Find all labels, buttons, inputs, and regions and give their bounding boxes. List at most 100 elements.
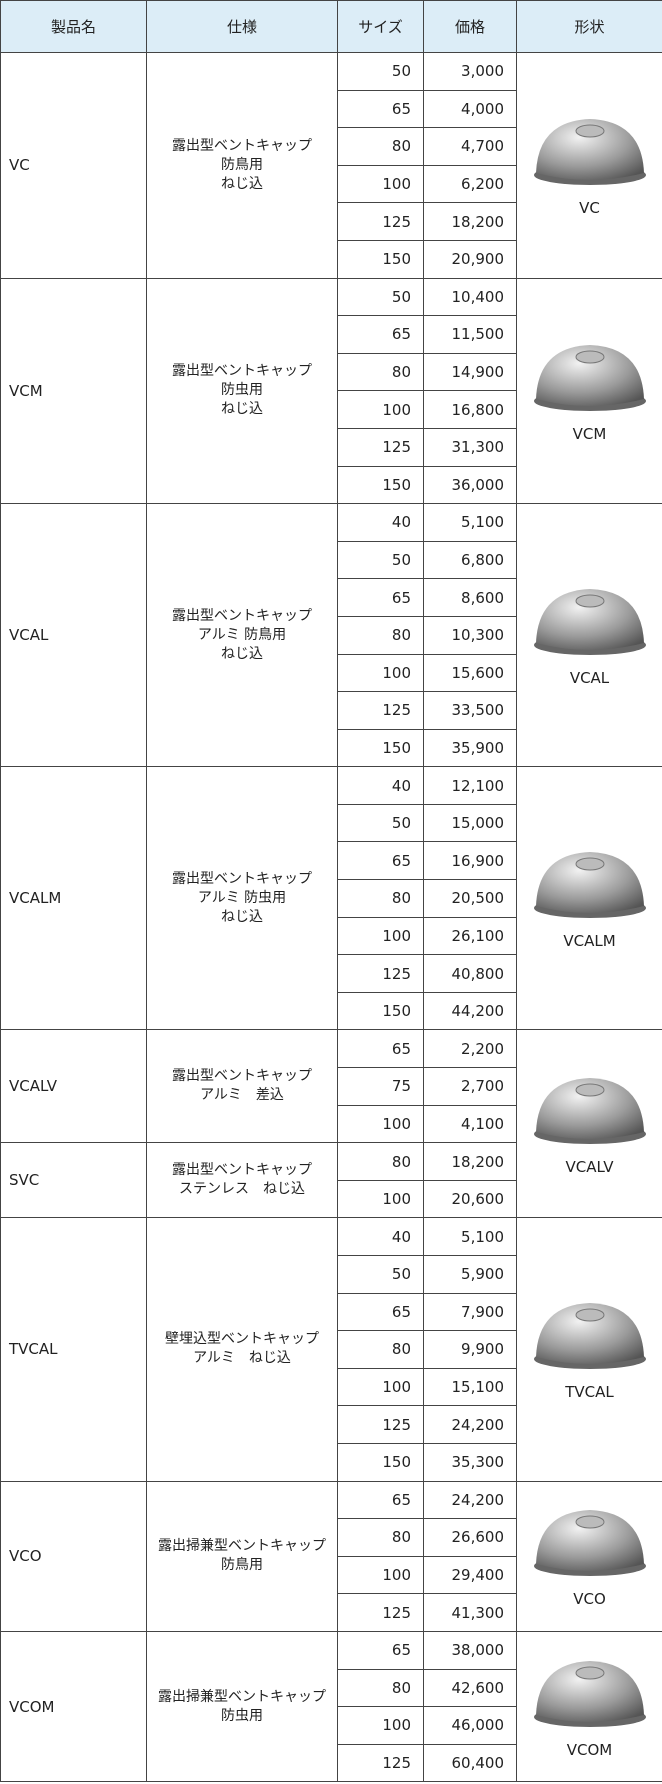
spec-line: 防鳥用 xyxy=(221,1557,263,1574)
spec-cell: 露出型ベントキャップ 防虫用 ねじ込 xyxy=(146,277,338,505)
price-cell: 6,200 xyxy=(423,164,517,204)
size-cell: 80 xyxy=(337,1142,424,1181)
shape-label: VCALM xyxy=(563,932,616,951)
size-cell: 65 xyxy=(337,841,424,881)
price-cell: 26,600 xyxy=(423,1518,517,1557)
shape-label: VCM xyxy=(572,424,607,443)
shape-cell: VCOM xyxy=(516,1630,662,1783)
size-cell: 125 xyxy=(337,427,424,467)
price-cell: 15,000 xyxy=(423,803,517,843)
size-cell: 100 xyxy=(337,1706,424,1745)
table-row: 150 36,000 xyxy=(1,465,662,505)
price-cell: 4,700 xyxy=(423,127,517,166)
shape-label: VCAL xyxy=(569,669,610,688)
spec-cell: 露出掃兼型ベントキャップ 防鳥用 xyxy=(146,1480,338,1632)
size-cell: 50 xyxy=(337,1255,424,1294)
price-cell: 10,300 xyxy=(423,615,517,655)
size-cell: 125 xyxy=(337,1593,424,1632)
price-cell: 31,300 xyxy=(423,427,517,467)
spec-line: ステンレス ねじ込 xyxy=(179,1181,305,1198)
price-cell: 24,200 xyxy=(423,1480,517,1520)
product-image xyxy=(533,1510,646,1577)
size-cell: 65 xyxy=(337,1480,424,1520)
size-cell: 80 xyxy=(337,615,424,655)
table-row: 100 15,600 xyxy=(1,653,662,693)
spec-cell: 壁埋込型ベントキャップ アルミ ねじ込 xyxy=(146,1217,338,1482)
table-row: 125 60,400 xyxy=(1,1743,662,1783)
size-cell: 65 xyxy=(337,1630,424,1670)
shape-cell: VCO xyxy=(516,1480,662,1632)
size-cell: 100 xyxy=(337,1104,424,1144)
table-row: VC 露出型ベントキャップ 防鳥用 ねじ込 50 3,000 VC xyxy=(0,52,662,279)
table-row: 80 4,700 xyxy=(1,127,662,166)
size-cell: 65 xyxy=(337,89,424,129)
price-cell: 5,100 xyxy=(423,503,517,542)
price-cell: 2,200 xyxy=(423,1029,517,1069)
size-cell: 65 xyxy=(337,315,424,354)
table-row: 50 6,800 xyxy=(1,540,662,580)
price-cell: 9,900 xyxy=(423,1330,517,1369)
size-cell: 150 xyxy=(337,991,424,1031)
header-row: 製品名 仕様 サイズ 価格 形状 xyxy=(0,0,662,53)
size-cell: 65 xyxy=(337,1292,424,1332)
price-cell: 44,200 xyxy=(423,991,517,1031)
table-row: 125 41,300 xyxy=(1,1593,662,1632)
table-row: 100 20,600 xyxy=(1,1179,662,1219)
product-name: VCM xyxy=(0,277,147,505)
table-row: 125 33,500 xyxy=(1,691,662,730)
product-name: VC xyxy=(0,52,147,279)
price-cell: 35,900 xyxy=(423,728,517,768)
price-cell: 18,200 xyxy=(423,202,517,241)
size-cell: 100 xyxy=(337,653,424,693)
table-row: 65 16,900 xyxy=(1,841,662,881)
spec-line: 防虫用 xyxy=(221,1707,263,1724)
price-cell: 14,900 xyxy=(423,352,517,392)
product-image xyxy=(533,589,646,656)
price-cell: 38,000 xyxy=(423,1630,517,1670)
price-cell: 16,800 xyxy=(423,390,517,429)
spec-line: 露出型ベントキャップ xyxy=(172,137,312,154)
spec-line: アルミ 防虫用 xyxy=(197,889,287,906)
table-row: 80 26,600 xyxy=(1,1518,662,1557)
product-image xyxy=(533,1660,646,1727)
price-cell: 20,600 xyxy=(423,1179,517,1219)
price-cell: 36,000 xyxy=(423,465,517,505)
price-cell: 33,500 xyxy=(423,691,517,730)
price-cell: 5,900 xyxy=(423,1255,517,1294)
spec-line: 露出型ベントキャップ xyxy=(172,870,312,887)
spec-line: ねじ込 xyxy=(221,908,263,925)
spec-line: 防虫用 xyxy=(221,382,263,399)
table-row: 80 42,600 xyxy=(1,1668,662,1708)
size-cell: 125 xyxy=(337,1743,424,1783)
table-row: VCALV 露出型ベントキャップ アルミ 差込 65 2,200 VCALV xyxy=(0,1029,662,1219)
product-name: SVC xyxy=(0,1142,147,1219)
spec-line: 露出型ベントキャップ xyxy=(172,1068,312,1085)
spec-line: 露出型ベントキャップ xyxy=(172,607,312,624)
table-row: 100 29,400 xyxy=(1,1555,662,1595)
header-cell: 製品名 xyxy=(0,0,147,53)
product-image xyxy=(533,1303,646,1370)
price-cell: 20,500 xyxy=(423,879,517,918)
size-cell: 65 xyxy=(337,1029,424,1069)
shape-cell: TVCAL xyxy=(516,1217,662,1482)
price-cell: 11,500 xyxy=(423,315,517,354)
table-row: 125 31,300 xyxy=(1,427,662,467)
shape-label: TVCAL xyxy=(565,1383,614,1402)
product-name: VCO xyxy=(0,1480,147,1632)
spec-line: 防鳥用 xyxy=(221,156,263,173)
spec-line: 壁埋込型ベントキャップ xyxy=(165,1331,319,1348)
price-cell: 46,000 xyxy=(423,1706,517,1745)
table-row: 80 9,900 xyxy=(1,1330,662,1369)
product-image xyxy=(533,1077,646,1144)
spec-line: 露出掃兼型ベントキャップ xyxy=(158,1538,326,1555)
price-cell: 10,400 xyxy=(423,277,517,317)
size-cell: 125 xyxy=(337,1405,424,1444)
size-cell: 75 xyxy=(337,1067,424,1106)
size-cell: 50 xyxy=(337,52,424,91)
price-cell: 41,300 xyxy=(423,1593,517,1632)
size-cell: 80 xyxy=(337,1518,424,1557)
table-row: 100 4,100 xyxy=(1,1104,662,1144)
size-cell: 150 xyxy=(337,239,424,279)
shape-cell: VCALV xyxy=(516,1029,662,1219)
spec-line: 露出掃兼型ベントキャップ xyxy=(158,1688,326,1705)
